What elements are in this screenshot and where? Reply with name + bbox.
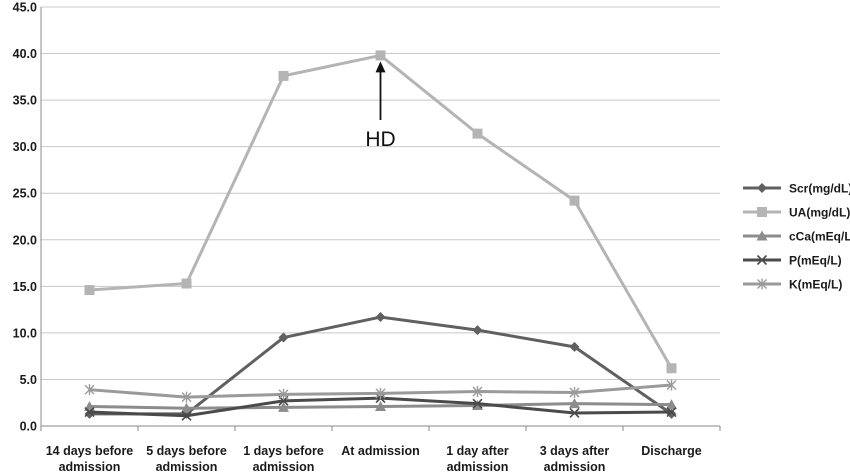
x-tick-label-line: 1 days before: [243, 444, 324, 458]
x-tick-label-line: 14 days before: [46, 444, 134, 458]
x-tick-label: Discharge: [641, 444, 701, 458]
annotation-label: HD: [365, 128, 395, 151]
x-tick-label-line: admission: [253, 460, 315, 474]
x-tick-label-line: admission: [544, 460, 606, 474]
legend-item-k: K(mEq/L): [743, 278, 842, 292]
x-tick-label: 1 days before admission: [243, 444, 324, 474]
x-tick-label-line: admission: [59, 460, 121, 474]
series-cca: [84, 398, 677, 413]
y-tick-label: 5.0: [20, 373, 37, 387]
x-tick-label: 3 days after admission: [540, 444, 610, 474]
data-point-ua: [375, 50, 386, 61]
data-point-k: [375, 387, 386, 399]
legend-label: cCa(mEq/L): [789, 230, 850, 244]
y-axis: 0.0 5.0 10.0 15.0 20.0 25.0 30.0 35.0 40.0 45.0: [13, 1, 42, 434]
data-point-k: [84, 384, 95, 396]
data-point-scr: [278, 332, 289, 343]
legend-label: P(mEq/L): [789, 254, 842, 268]
x-axis: 14 days before admission 5 days before admi…: [40, 425, 721, 474]
x-tick-label-line: At admission: [341, 444, 420, 458]
x-tick-label-line: 3 days after: [540, 444, 610, 458]
data-point-k: [181, 391, 192, 403]
legend-marker: [756, 254, 768, 266]
x-tick-label-line: admission: [156, 460, 218, 474]
legend-label: K(mEq/L): [789, 278, 842, 292]
data-point-ua: [472, 128, 483, 139]
data-point-cca: [375, 400, 386, 411]
y-tick-label: 0.0: [20, 420, 37, 434]
x-tick-label-line: 1 day after: [446, 444, 509, 458]
data-point-ua: [84, 285, 95, 296]
x-tick-label: 1 day after admission: [446, 444, 509, 474]
y-tick-label: 20.0: [13, 233, 37, 247]
legend-marker: [757, 207, 767, 217]
y-tick-label: 15.0: [13, 280, 37, 294]
legend-marker: [757, 278, 767, 290]
series-ua: [84, 50, 677, 374]
data-point-cca: [666, 399, 677, 410]
y-tick-label: 35.0: [13, 94, 37, 108]
x-tick-label: 5 days before admission: [146, 444, 227, 474]
data-point-scr: [375, 312, 386, 323]
data-point-k: [278, 388, 289, 400]
legend-marker: [757, 183, 767, 193]
data-point-ua: [181, 278, 192, 289]
y-tick-label: 40.0: [13, 47, 37, 61]
y-tick-label: 45.0: [13, 1, 37, 15]
data-point-scr: [472, 325, 483, 336]
legend-item-ua: UA(mg/dL): [743, 206, 850, 220]
series-group: [84, 50, 677, 421]
legend-label: UA(mg/dL): [789, 206, 850, 220]
x-tick-label: At admission: [341, 444, 420, 458]
data-point-cca: [181, 402, 192, 413]
data-point-p: [472, 398, 483, 409]
legend: Scr(mg/dL) UA(mg/dL) cCa(mEq/L) P(mEq/L) K(m…: [743, 182, 850, 292]
y-tick-label: 30.0: [13, 140, 37, 154]
data-point-scr: [569, 341, 580, 352]
data-point-p: [181, 410, 192, 421]
data-point-ua: [569, 195, 580, 206]
data-point-k: [666, 379, 677, 391]
data-point-p: [666, 406, 677, 418]
y-tick-label: 10.0: [13, 326, 37, 340]
data-point-k: [472, 386, 483, 398]
data-point-ua: [278, 70, 289, 81]
legend-item-cca: cCa(mEq/L): [743, 230, 850, 244]
x-tick-label-line: Discharge: [641, 444, 701, 458]
data-point-k: [569, 386, 580, 398]
series-k: [84, 379, 677, 403]
x-tick-label-line: admission: [447, 460, 509, 474]
annotation-arrowhead: [375, 61, 386, 73]
legend-label: Scr(mg/dL): [789, 182, 850, 196]
data-point-cca: [569, 398, 580, 409]
data-point-p: [84, 406, 95, 418]
x-tick-label-line: 5 days before: [146, 444, 227, 458]
x-tick-label: 14 days before admission: [46, 444, 134, 474]
data-point-cca: [278, 401, 289, 412]
y-tick-label: 25.0: [13, 187, 37, 201]
legend-marker: [756, 230, 768, 241]
data-point-p: [569, 407, 580, 419]
annotations: HD: [365, 61, 396, 151]
legend-item-scr: Scr(mg/dL): [743, 182, 850, 196]
data-point-ua: [666, 363, 677, 374]
legend-item-p: P(mEq/L): [743, 254, 842, 268]
